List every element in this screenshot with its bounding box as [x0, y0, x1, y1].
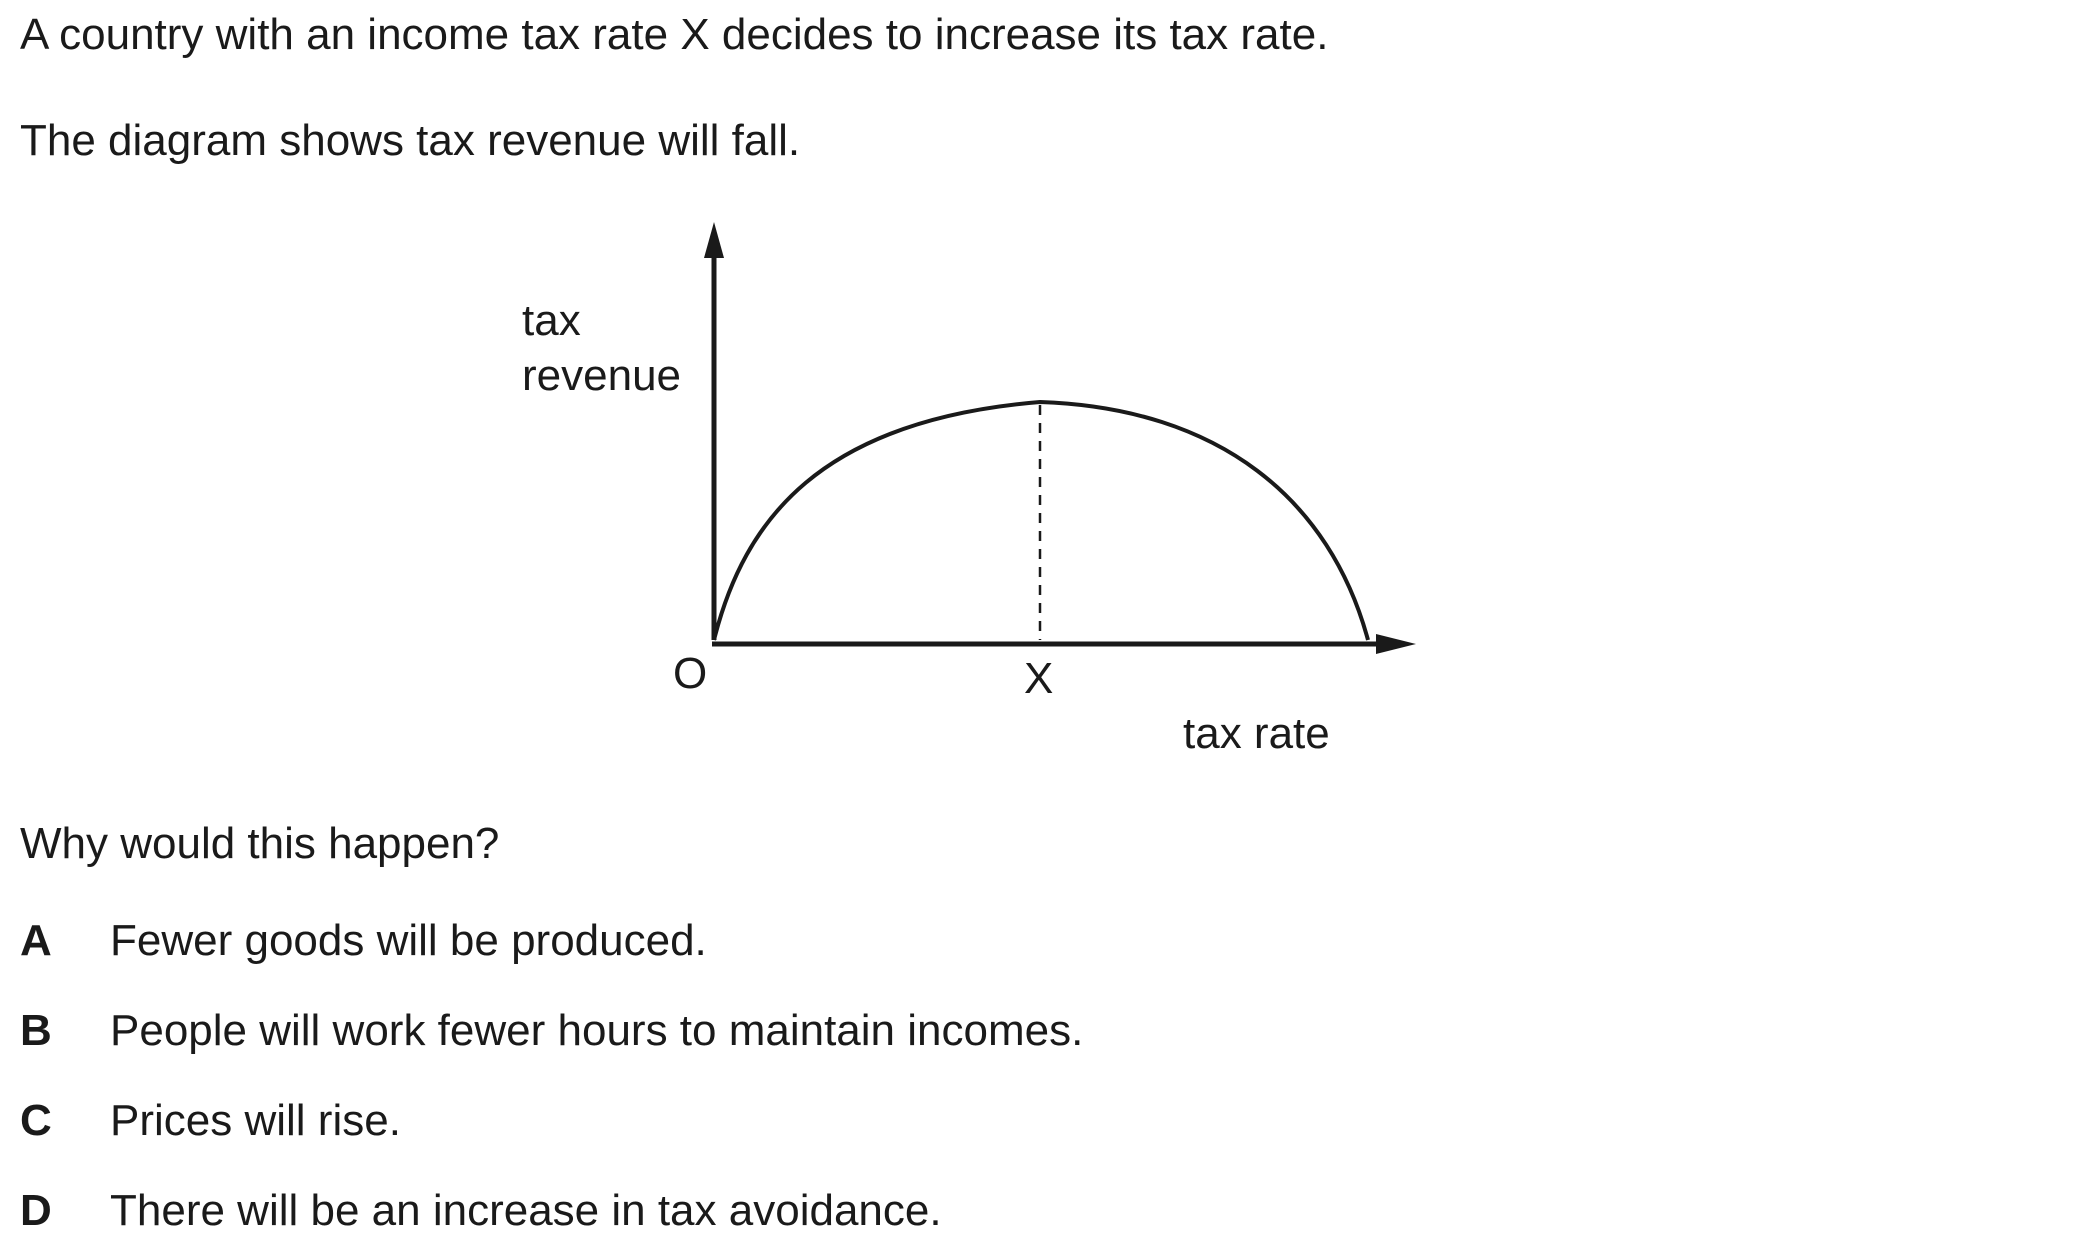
question-line-2: The diagram shows tax revenue will fall.	[20, 116, 801, 165]
option-letter: A	[20, 916, 52, 965]
option-text: People will work fewer hours to maintain…	[110, 1006, 1084, 1055]
option-text: Fewer goods will be produced.	[110, 916, 707, 965]
option-letter: B	[20, 1006, 52, 1055]
x-marker-label: X	[1024, 654, 1053, 703]
y-axis-arrowhead	[704, 222, 724, 258]
option-text: There will be an increase in tax avoidan…	[110, 1186, 942, 1235]
option-text: Prices will rise.	[110, 1096, 401, 1145]
option-letter: D	[20, 1186, 52, 1235]
question-line-1: A country with an income tax rate X deci…	[20, 10, 1329, 59]
origin-label: O	[673, 649, 707, 698]
tax-revenue-curve	[712, 399, 1370, 641]
question-prompt: Why would this happen?	[20, 819, 500, 868]
x-axis-label: tax rate	[1183, 709, 1330, 758]
x-axis-arrowhead	[1376, 634, 1416, 654]
y-axis-label-line-1: tax	[522, 296, 581, 345]
y-axis-label-line-2: revenue	[522, 351, 681, 400]
option-letter: C	[20, 1096, 52, 1145]
